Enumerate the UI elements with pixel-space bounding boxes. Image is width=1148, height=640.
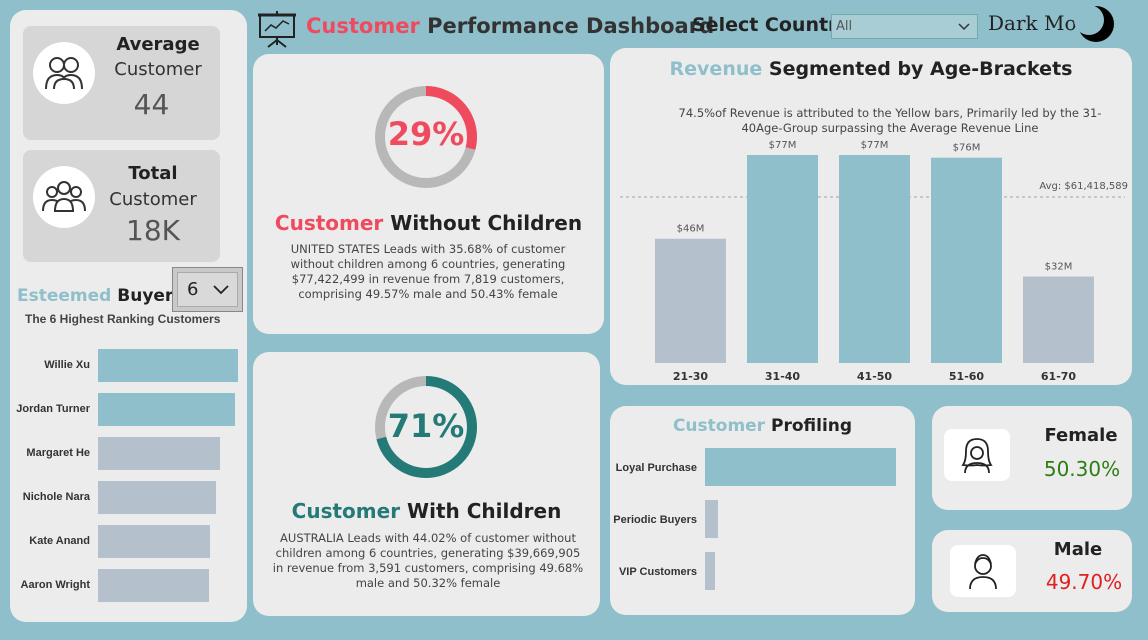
with-children-donut bbox=[375, 376, 477, 478]
customers-icon bbox=[33, 42, 95, 104]
female-icon bbox=[944, 429, 1010, 481]
total-customer-card: Total Customer 18K bbox=[23, 150, 220, 262]
buyer-name: Kate Anand bbox=[29, 535, 90, 547]
female-label: Female bbox=[1044, 425, 1118, 446]
without-children-heading: Customer Without Children bbox=[274, 211, 583, 235]
esteemed-buyers-title: Esteemed Buyers bbox=[17, 286, 184, 306]
with-children-text: AUSTRALIA Leads with 44.02% of customer … bbox=[272, 531, 584, 590]
revenue-bar[interactable] bbox=[1023, 276, 1094, 363]
top-n-dropdown[interactable]: 6 bbox=[172, 267, 243, 312]
revenue-bar[interactable] bbox=[931, 157, 1002, 363]
x-tick-label: 41-50 bbox=[857, 370, 893, 383]
buyer-bar[interactable] bbox=[98, 481, 216, 514]
chevron-down-icon bbox=[213, 285, 229, 295]
x-tick-label: 61-70 bbox=[1041, 370, 1077, 383]
country-select[interactable]: All bbox=[831, 14, 978, 39]
with-children-heading: Customer With Children bbox=[291, 499, 562, 523]
revenue-bar[interactable] bbox=[655, 238, 726, 363]
male-label: Male bbox=[1053, 539, 1103, 560]
average-value: 44 bbox=[133, 88, 170, 121]
profiling-title: Customer Profiling bbox=[672, 416, 853, 436]
female-value: 50.30% bbox=[1043, 457, 1121, 481]
male-value: 49.70% bbox=[1045, 570, 1123, 594]
profile-label: Loyal Purchase bbox=[615, 462, 697, 474]
total-sub: Customer bbox=[109, 189, 197, 210]
bar-data-label: $77M bbox=[769, 140, 797, 151]
buyer-name: Nichole Nara bbox=[22, 491, 90, 503]
with-children-panel bbox=[253, 352, 600, 616]
bar-data-label: $77M bbox=[861, 140, 889, 151]
buyer-name: Margaret He bbox=[26, 447, 90, 459]
average-label: Avg: $61,418,589 bbox=[1039, 181, 1128, 192]
without-children-panel bbox=[253, 54, 604, 334]
select-country-label: Select Country bbox=[692, 14, 850, 36]
profile-label: VIP Customers bbox=[618, 566, 697, 578]
average-title: Average bbox=[116, 34, 200, 55]
with-children-percent: 71% bbox=[387, 407, 465, 445]
esteemed-subtitle: The 6 Highest Ranking Customers bbox=[25, 312, 221, 326]
x-tick-label: 51-60 bbox=[949, 370, 985, 383]
top-n-value: 6 bbox=[187, 279, 199, 300]
presentation-board-icon bbox=[258, 11, 296, 48]
bar-data-label: $46M bbox=[677, 224, 705, 235]
buyer-name: Aaron Wright bbox=[20, 579, 90, 591]
x-tick-label: 31-40 bbox=[765, 370, 801, 383]
revenue-bar-chart: Avg: $61,418,589 $46M 21-30 $77M 31-40 $77M 41… bbox=[620, 140, 1128, 383]
without-children-text: UNITED STATES Leads with 35.68% of custo… bbox=[290, 242, 566, 301]
profile-bar[interactable] bbox=[705, 552, 715, 590]
group-icon bbox=[33, 166, 95, 228]
x-tick-label: 21-30 bbox=[673, 370, 709, 383]
bar-data-label: $76M bbox=[953, 143, 981, 154]
dashboard-title: Customer Performance Dashboard bbox=[306, 14, 715, 38]
profiling-panel bbox=[610, 406, 915, 615]
profile-bar[interactable] bbox=[705, 500, 719, 538]
revenue-title: Revenue Segmented by Age-Brackets bbox=[669, 58, 1073, 80]
buyer-name: Jordan Turner bbox=[16, 403, 90, 415]
profile-label: Periodic Buyers bbox=[613, 514, 697, 526]
country-select-value: All bbox=[836, 19, 853, 34]
without-children-percent: 29% bbox=[387, 115, 465, 153]
buyer-name: Willie Xu bbox=[44, 359, 90, 371]
average-sub: Customer bbox=[114, 59, 202, 80]
buyer-bar[interactable] bbox=[98, 437, 220, 470]
average-customer-card: Average Customer 44 bbox=[23, 26, 220, 140]
without-children-donut bbox=[375, 86, 477, 188]
buyer-bar[interactable] bbox=[98, 349, 238, 382]
revenue-bar[interactable] bbox=[839, 155, 910, 363]
profile-bar[interactable] bbox=[705, 448, 896, 486]
revenue-note: 74.5%of Revenue is attributed to the Yel… bbox=[678, 106, 1102, 135]
chevron-down-icon bbox=[958, 23, 970, 31]
revenue-bar[interactable] bbox=[747, 155, 818, 363]
total-value: 18K bbox=[126, 214, 180, 247]
buyer-bar[interactable] bbox=[98, 569, 209, 602]
buyer-bar[interactable] bbox=[98, 525, 210, 558]
bar-data-label: $32M bbox=[1045, 262, 1073, 273]
moon-icon[interactable] bbox=[1072, 2, 1116, 46]
male-icon bbox=[950, 545, 1016, 597]
total-title: Total bbox=[128, 163, 178, 184]
buyer-bar[interactable] bbox=[98, 393, 236, 426]
